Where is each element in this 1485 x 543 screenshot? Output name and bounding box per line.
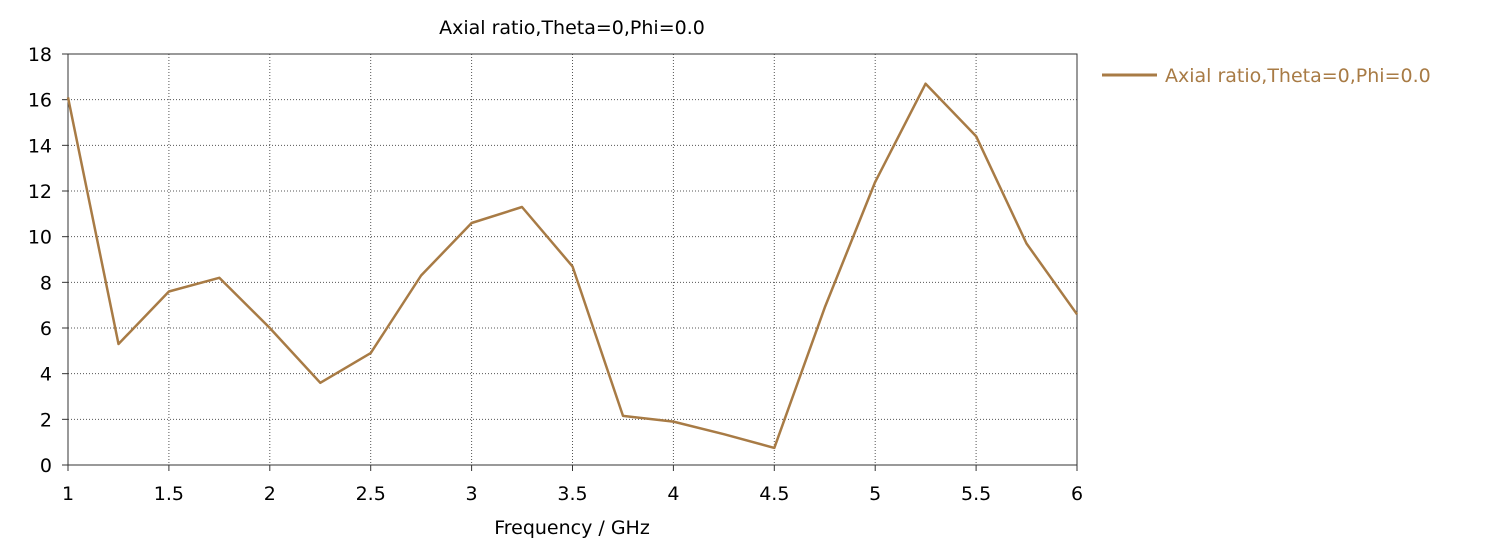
x-tick-label: 3 bbox=[466, 483, 478, 505]
x-tick-label: 4.5 bbox=[759, 483, 789, 505]
y-tick-label: 14 bbox=[28, 135, 52, 157]
legend-label: Axial ratio,Theta=0,Phi=0.0 bbox=[1165, 65, 1431, 87]
y-tick-label: 2 bbox=[40, 409, 52, 431]
y-tick-label: 16 bbox=[28, 90, 52, 112]
y-tick-label: 8 bbox=[40, 272, 52, 294]
x-tick-label: 1.5 bbox=[154, 483, 184, 505]
series-line bbox=[66, 82, 1079, 450]
x-tick-label: 2 bbox=[264, 483, 276, 505]
y-tick-label: 12 bbox=[28, 181, 52, 203]
grid-lines bbox=[68, 54, 1077, 465]
x-tick-label: 5 bbox=[869, 483, 881, 505]
x-tick-label: 2.5 bbox=[356, 483, 386, 505]
x-tick-label: 6 bbox=[1071, 483, 1083, 505]
y-tick-label: 18 bbox=[28, 44, 52, 66]
chart-title: Axial ratio,Theta=0,Phi=0.0 bbox=[439, 17, 705, 39]
x-tick-label: 4 bbox=[667, 483, 679, 505]
y-tick-label: 10 bbox=[28, 227, 52, 249]
y-tick-label: 0 bbox=[40, 455, 52, 477]
axis-ticks: 1 1.5 2 2.5 3 3.5 4 4.5 5 5.5 6 0 2 4 6 8 10 12 14 16 18 bbox=[28, 44, 1083, 505]
y-tick-label: 4 bbox=[40, 364, 52, 386]
y-tick-label: 6 bbox=[40, 318, 52, 340]
x-axis-label: Frequency / GHz bbox=[494, 517, 650, 539]
plot-area-frame bbox=[67, 53, 1078, 466]
x-tick-label: 5.5 bbox=[961, 483, 991, 505]
legend: Axial ratio,Theta=0,Phi=0.0 bbox=[1102, 65, 1431, 87]
x-tick-label: 1 bbox=[62, 483, 74, 505]
x-tick-label: 3.5 bbox=[557, 483, 587, 505]
series-lines bbox=[66, 82, 1079, 450]
